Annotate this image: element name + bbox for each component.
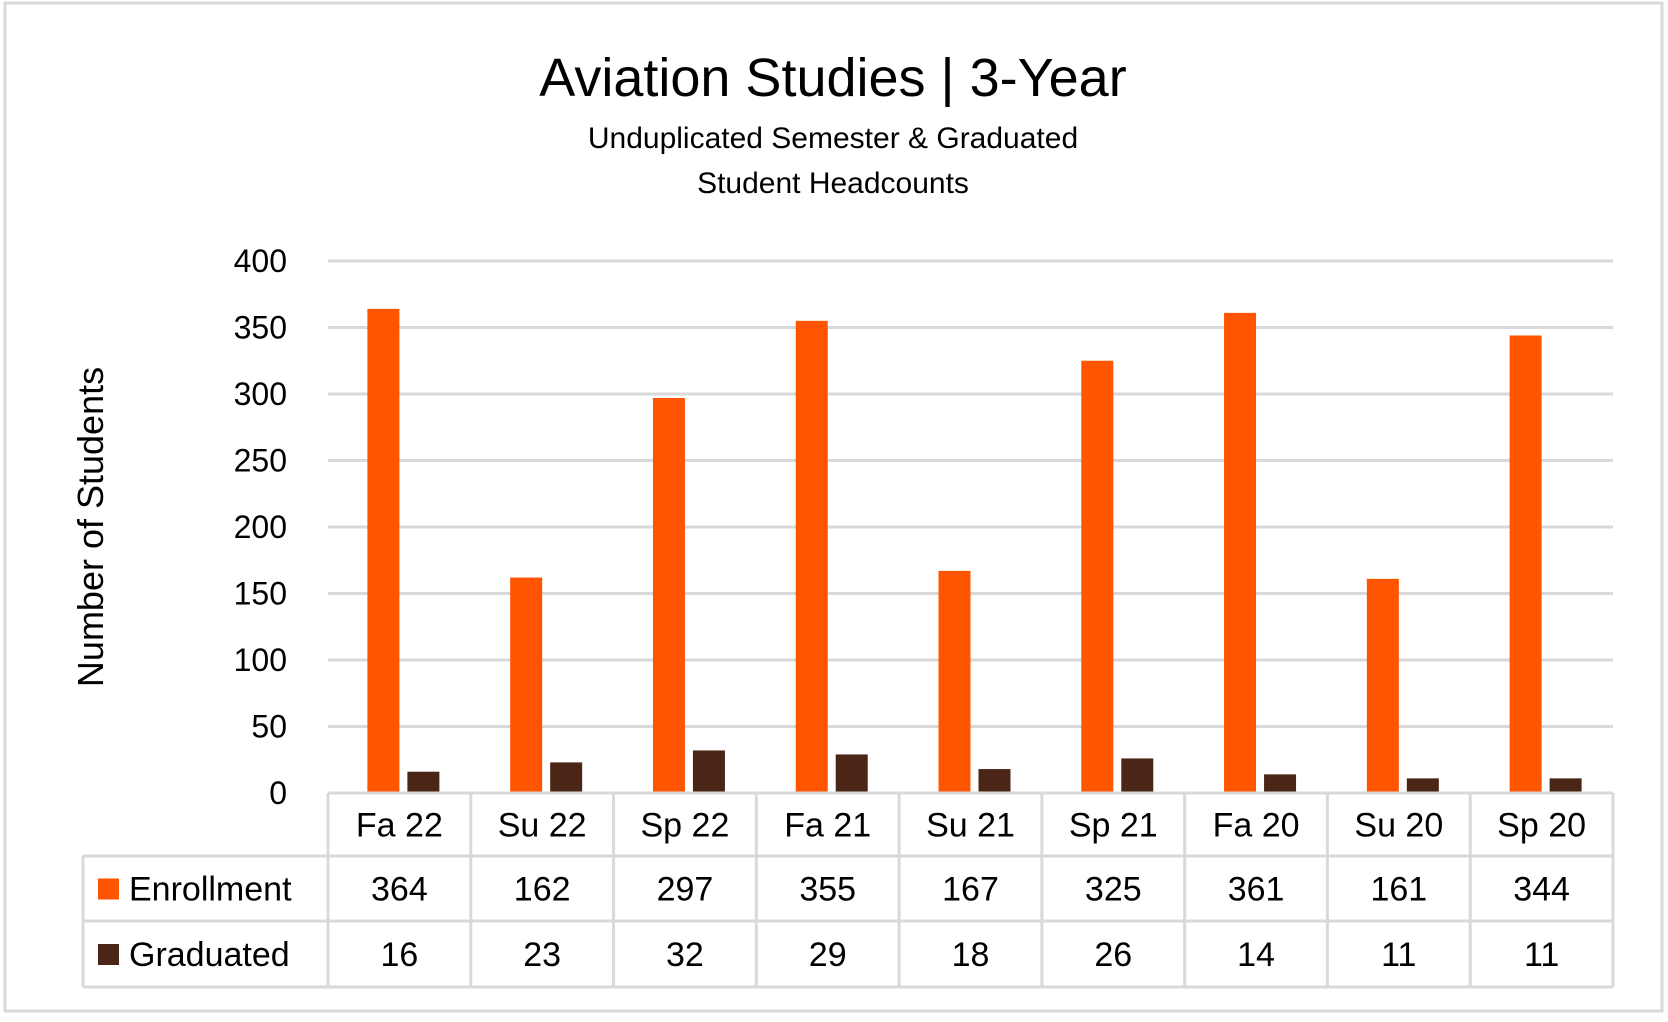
table-cell-value: 355 — [799, 871, 856, 909]
y-tick-label: 200 — [234, 509, 287, 545]
bar-enrollment — [1366, 578, 1399, 793]
x-tick-label: Fa 22 — [356, 807, 443, 845]
y-tick-label: 250 — [234, 443, 287, 479]
chart-title: Aviation Studies | 3-Year — [539, 48, 1126, 108]
x-tick-label: Su 21 — [926, 807, 1015, 845]
x-tick-label: Fa 20 — [1213, 807, 1300, 845]
y-tick-label: 0 — [269, 775, 287, 811]
data-table: Fa 22 Su 22 Sp 22 Fa 21 Su 21 Sp 21 Fa 20 Su 20… — [81, 791, 1615, 989]
table-cell-value: 344 — [1513, 871, 1570, 909]
y-axis-label: Number of Students — [70, 367, 111, 687]
bar-enrollment — [1081, 360, 1114, 793]
y-tick-label: 400 — [234, 243, 287, 279]
y-tick-label: 100 — [234, 642, 287, 678]
chart-subtitle-line-2: Student Headcounts — [697, 167, 969, 200]
legend-label-graduated: Graduated — [129, 936, 290, 974]
bar-graduated — [1549, 778, 1582, 793]
table-cell-value: 11 — [1381, 936, 1416, 974]
y-tick-label: 150 — [234, 576, 287, 612]
bars — [367, 308, 1582, 793]
bar-enrollment — [510, 577, 543, 793]
table-cell-value: 14 — [1237, 936, 1275, 974]
y-tick-label: 50 — [251, 709, 287, 745]
table-cell-value: 16 — [380, 936, 418, 974]
bar-graduated — [1264, 774, 1297, 793]
table-cell-value: 23 — [523, 936, 561, 974]
bar-graduated — [550, 762, 583, 793]
bar-enrollment — [1509, 335, 1542, 793]
table-cell-value: 364 — [371, 871, 428, 909]
bar-graduated — [1406, 778, 1439, 793]
table-cell-value: 161 — [1370, 871, 1427, 909]
legend-swatch-graduated — [98, 944, 119, 965]
bar-graduated — [1121, 758, 1154, 793]
table-cell-value: 32 — [666, 936, 704, 974]
table-cell-value: 11 — [1524, 936, 1559, 974]
bar-graduated — [978, 769, 1011, 793]
table-cell-value: 361 — [1228, 871, 1285, 909]
table-cell-value: 325 — [1085, 871, 1142, 909]
bar-graduated — [835, 754, 868, 793]
x-tick-label: Sp 21 — [1069, 807, 1158, 845]
x-tick-label: Sp 22 — [641, 807, 730, 845]
table-cell-value: 18 — [952, 936, 990, 974]
x-tick-label: Su 20 — [1354, 807, 1443, 845]
bar-enrollment — [367, 308, 400, 793]
table-cell-value: 26 — [1094, 936, 1132, 974]
x-tick-label: Fa 21 — [784, 807, 871, 845]
table-cell-value: 29 — [809, 936, 847, 974]
legend-label-enrollment: Enrollment — [129, 871, 292, 909]
table-cell-value: 167 — [942, 871, 999, 909]
y-tick-label: 350 — [234, 310, 287, 346]
x-tick-label: Su 22 — [498, 807, 587, 845]
bar-enrollment — [938, 570, 971, 793]
y-tick-labels: 0 50 100 150 200 250 300 350 400 — [234, 243, 287, 811]
table-cell-value: 162 — [514, 871, 571, 909]
y-tick-label: 300 — [234, 376, 287, 412]
table-cell-value: 297 — [657, 871, 714, 909]
legend-swatch-enrollment — [98, 878, 119, 900]
bar-graduated — [692, 750, 725, 793]
x-tick-label: Sp 20 — [1497, 807, 1586, 845]
bar-enrollment — [1224, 312, 1257, 793]
chart-frame — [3, 1, 1664, 1013]
bar-enrollment — [652, 397, 685, 793]
chart-subtitle-line-1: Unduplicated Semester & Graduated — [588, 122, 1078, 155]
bar-graduated — [407, 771, 440, 793]
bar-enrollment — [795, 320, 828, 793]
